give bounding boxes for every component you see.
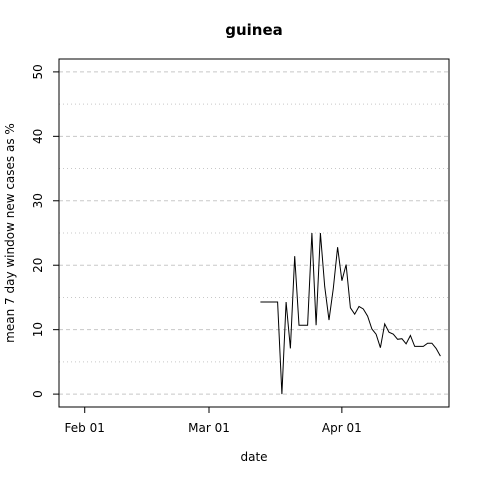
x-axis-label: date bbox=[240, 450, 267, 464]
plot-frame bbox=[58, 58, 450, 408]
y-axis: 0 10 20 30 40 50 bbox=[31, 64, 59, 398]
chart-title: guinea bbox=[225, 21, 283, 39]
x-axis: Feb 01 Mar 01 Apr 01 bbox=[65, 407, 362, 435]
series-line bbox=[260, 232, 441, 395]
y-tick-label: 20 bbox=[31, 258, 45, 273]
y-axis-label: mean 7 day window new cases as % bbox=[3, 123, 17, 343]
x-tick-label: Apr 01 bbox=[322, 421, 362, 435]
gridlines bbox=[59, 71, 449, 395]
x-tick-label: Feb 01 bbox=[65, 421, 105, 435]
series-layer bbox=[260, 232, 441, 395]
y-tick-label: 0 bbox=[31, 390, 45, 398]
y-tick-label: 10 bbox=[31, 322, 45, 337]
x-tick-label: Mar 01 bbox=[188, 421, 230, 435]
y-tick-label: 30 bbox=[31, 193, 45, 208]
y-tick-label: 40 bbox=[31, 129, 45, 144]
y-tick-label: 50 bbox=[31, 64, 45, 79]
